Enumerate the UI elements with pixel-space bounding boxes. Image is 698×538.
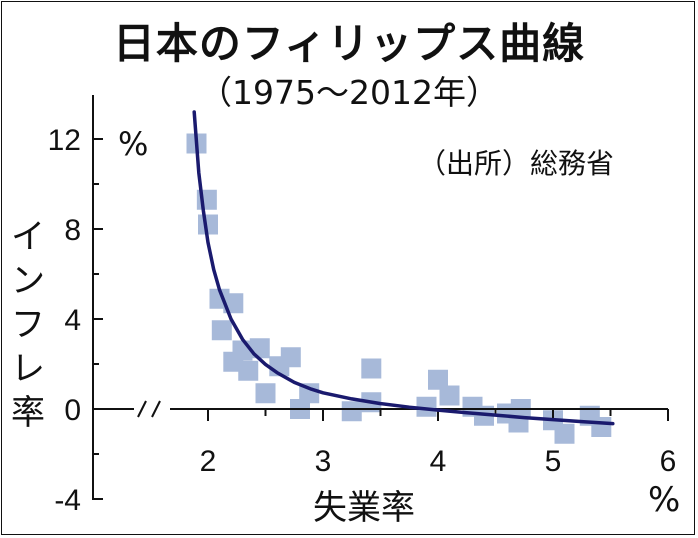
fitted-curve bbox=[192, 110, 615, 426]
y-axis-label-char: 率 bbox=[11, 393, 45, 433]
x-tick-label: 2 bbox=[200, 445, 217, 478]
data-point bbox=[591, 417, 612, 437]
data-point bbox=[211, 320, 232, 341]
y-tick-label: -4 bbox=[54, 484, 81, 517]
y-tick-label: 4 bbox=[64, 304, 81, 337]
data-point bbox=[439, 385, 460, 406]
data-point bbox=[361, 358, 382, 379]
y-tick-label: 0 bbox=[64, 394, 81, 427]
data-point bbox=[416, 396, 437, 417]
x-axis-label: 失業率 bbox=[313, 488, 415, 528]
data-point bbox=[249, 338, 270, 359]
axis-break-mark bbox=[151, 400, 161, 418]
y-axis-label-char: レ bbox=[11, 349, 45, 389]
data-point bbox=[255, 383, 276, 404]
x-tick-label: 5 bbox=[545, 445, 562, 478]
y-axis-label: インフレ率 bbox=[6, 215, 50, 435]
axes: 12 8 4 0 -4 2 3 4 5 6 bbox=[48, 95, 677, 517]
x-axis-unit: % bbox=[648, 480, 681, 520]
chart-title: 日本のフィリップス曲線 bbox=[112, 19, 586, 68]
scatter-points bbox=[186, 133, 612, 444]
y-axis-label-char: ン bbox=[11, 261, 45, 301]
trend-curve bbox=[192, 110, 615, 426]
y-axis-label-char: イ bbox=[11, 217, 45, 257]
data-point bbox=[554, 423, 575, 444]
data-point bbox=[341, 401, 362, 422]
y-tick-label: 12 bbox=[48, 124, 81, 157]
data-point bbox=[280, 347, 301, 368]
x-tick-label: 4 bbox=[430, 445, 447, 478]
y-axis-label-char: フ bbox=[11, 305, 45, 345]
chart-subtitle: （1975〜2012年） bbox=[199, 73, 499, 112]
y-tick-label: 8 bbox=[64, 214, 81, 247]
source-note: （出所）総務省 bbox=[418, 147, 615, 180]
data-point bbox=[238, 360, 259, 381]
x-tick-label: 3 bbox=[315, 445, 332, 478]
axis-break-mark bbox=[137, 400, 147, 418]
y-axis-unit: % bbox=[118, 125, 149, 163]
x-tick-label: 6 bbox=[660, 445, 677, 478]
data-point bbox=[428, 369, 448, 390]
